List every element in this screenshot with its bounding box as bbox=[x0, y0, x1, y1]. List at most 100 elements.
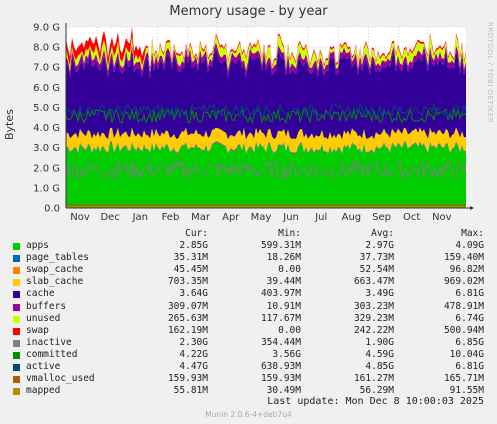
legend-min: 0.00 bbox=[278, 264, 301, 276]
legend-swatch bbox=[13, 388, 20, 396]
y-tick-label: 4.0 G bbox=[33, 123, 60, 134]
x-tick-label: May bbox=[251, 212, 272, 223]
x-axis-arrow bbox=[470, 206, 474, 210]
legend-row-committed: committed 4.22G 3.56G 4.59G 10.04G bbox=[10, 349, 490, 361]
legend-row-slab-cache: slab_cache 703.35M 39.44M 663.47M 969.02M bbox=[10, 276, 490, 288]
legend-cur: 45.45M bbox=[173, 264, 208, 276]
series-lines bbox=[65, 102, 467, 208]
axes bbox=[65, 23, 474, 210]
legend-swatch bbox=[13, 351, 20, 359]
legend-rows: apps 2.85G 599.31M 2.97G 4.09G page_tables 35.… bbox=[10, 240, 490, 397]
area-apps bbox=[66, 142, 466, 208]
y-tick-label: 3.0 G bbox=[33, 143, 60, 154]
legend-max: 10.04G bbox=[449, 348, 484, 360]
legend-row-cache: cache 3.64G 403.97M 3.49G 6.81G bbox=[10, 288, 490, 300]
legend-max: 500.94M bbox=[443, 324, 484, 336]
legend-row-page-tables: page_tables 35.31M 18.26M 37.73M 159.40M bbox=[10, 252, 490, 264]
legend-avg: 161.27M bbox=[353, 373, 394, 385]
legend-row-mapped: mapped 55.81M 30.49M 56.29M 91.55M bbox=[10, 385, 490, 397]
last-update: Last update: Mon Dec 8 10:00:03 2025 bbox=[267, 396, 484, 407]
legend-table: Cur: Min: Avg: Max: apps 2.85G 599.31M 2.97… bbox=[10, 228, 490, 397]
legend-avg: 2.97G bbox=[365, 240, 394, 252]
legend-name: mapped bbox=[26, 385, 61, 397]
legend-avg: 242.22M bbox=[353, 324, 394, 336]
y-tick-label: 7.0 G bbox=[33, 63, 60, 74]
legend-name: page_tables bbox=[26, 252, 89, 264]
legend-min: 117.67M bbox=[260, 312, 301, 324]
legend-header-max: Max: bbox=[461, 228, 484, 239]
legend-cur: 309.07M bbox=[167, 300, 208, 312]
legend-avg: 56.29M bbox=[359, 385, 394, 397]
legend-cur: 2.85G bbox=[179, 240, 208, 252]
legend-cur: 55.81M bbox=[173, 385, 208, 397]
legend-swatch bbox=[13, 243, 20, 251]
legend-row-apps: apps 2.85G 599.31M 2.97G 4.09G bbox=[10, 240, 490, 252]
legend-header-row: Cur: Min: Avg: Max: bbox=[10, 228, 490, 240]
area-slab-cache bbox=[66, 127, 466, 153]
x-tick-label: Oct bbox=[403, 212, 420, 223]
line-active bbox=[65, 102, 467, 119]
legend-name: swap bbox=[26, 324, 49, 336]
y-tick-label: 2.0 G bbox=[33, 163, 60, 174]
legend-cur: 4.22G bbox=[179, 348, 208, 360]
x-tick-label: Dec bbox=[100, 212, 119, 223]
legend-max: 91.55M bbox=[449, 385, 484, 397]
legend-row-buffers: buffers 309.07M 10.91M 303.23M 478.91M bbox=[10, 301, 490, 313]
area-buffers bbox=[66, 42, 466, 78]
legend-swatch bbox=[13, 327, 20, 335]
area-page-tables bbox=[66, 141, 466, 155]
legend-name: swap_cache bbox=[26, 264, 84, 276]
legend-name: vmalloc_used bbox=[26, 373, 95, 385]
legend-cur: 159.93M bbox=[167, 373, 208, 385]
legend-swatch bbox=[13, 376, 20, 384]
legend-header-min: Min: bbox=[278, 228, 301, 239]
legend-max: 6.74G bbox=[455, 312, 484, 324]
legend-min: 159.93M bbox=[260, 373, 301, 385]
memory-chart: 0.0 1.0 G 2.0 G 3.0 G 4.0 G 5.0 G 6.0 G 7.0 G 8.… bbox=[33, 23, 474, 223]
legend-row-vmalloc-used: vmalloc_used 159.93M 159.93M 161.27M 165.71M bbox=[10, 373, 490, 385]
legend-swatch bbox=[13, 279, 20, 287]
x-tick-label: Jul bbox=[314, 212, 327, 223]
x-tick-label: Nov bbox=[70, 212, 90, 223]
x-tick-label: Nov bbox=[432, 212, 452, 223]
legend-cur: 265.63M bbox=[167, 312, 208, 324]
legend-name: cache bbox=[26, 288, 55, 300]
legend-header-cur: Cur: bbox=[185, 228, 208, 239]
legend-name: unused bbox=[26, 312, 61, 324]
x-tick-label: Sep bbox=[372, 212, 391, 223]
rrdtool-watermark: RRDTOOL / TOBI OETIKER bbox=[486, 22, 494, 124]
legend-cur: 2.30G bbox=[179, 336, 208, 348]
legend-name: slab_cache bbox=[26, 276, 84, 288]
y-tick-label: 9.0 G bbox=[33, 23, 60, 34]
legend-name: active bbox=[26, 361, 61, 373]
chart-title: Memory usage - by year bbox=[169, 4, 328, 19]
y-tick-label: 0.0 bbox=[44, 204, 60, 215]
legend-max: 6.85G bbox=[455, 336, 484, 348]
y-tick-label: 8.0 G bbox=[33, 43, 60, 54]
legend-row-inactive: inactive 2.30G 354.44M 1.90G 6.85G bbox=[10, 337, 490, 349]
y-tick-label: 6.0 G bbox=[33, 83, 60, 94]
legend-min: 403.97M bbox=[260, 288, 301, 300]
legend-min: 30.49M bbox=[266, 385, 301, 397]
legend-swatch bbox=[13, 315, 20, 323]
legend-cur: 162.19M bbox=[167, 324, 208, 336]
x-tick-labels: Nov Dec Jan Feb Mar Apr May Jun Jul Aug Sep Oct Nov bbox=[70, 212, 451, 223]
legend-min: 3.56G bbox=[272, 348, 301, 360]
line-inactive bbox=[65, 159, 467, 181]
x-tick-label: Mar bbox=[191, 212, 211, 223]
legend-name: buffers bbox=[26, 300, 67, 312]
legend-avg: 303.23M bbox=[353, 300, 394, 312]
legend-swatch bbox=[13, 267, 20, 275]
legend-name: committed bbox=[26, 348, 78, 360]
legend-avg: 663.47M bbox=[353, 276, 394, 288]
legend-header-avg: Avg: bbox=[371, 228, 394, 239]
legend-swatch bbox=[13, 364, 20, 372]
stacked-areas bbox=[66, 27, 466, 208]
legend-max: 159.40M bbox=[443, 252, 484, 264]
legend-avg: 1.90G bbox=[365, 336, 394, 348]
legend-row-swap-cache: swap_cache 45.45M 0.00 52.54M 96.82M bbox=[10, 264, 490, 276]
legend-min: 354.44M bbox=[260, 336, 301, 348]
legend-avg: 329.23M bbox=[353, 312, 394, 324]
legend-avg: 4.85G bbox=[365, 361, 394, 373]
legend-max: 165.71M bbox=[443, 373, 484, 385]
